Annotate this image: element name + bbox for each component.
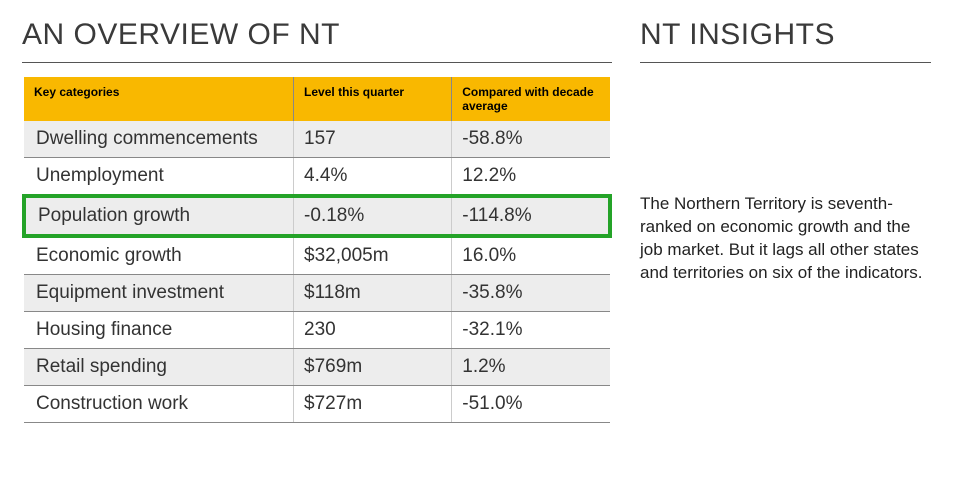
cell-level: $727m — [294, 386, 452, 423]
cell-compared: -58.8% — [452, 121, 610, 158]
table-header-row: Key categories Level this quarter Compar… — [24, 77, 610, 121]
cell-level: $118m — [294, 275, 452, 312]
cell-category: Construction work — [24, 386, 294, 423]
table-row: Dwelling commencements157-58.8% — [24, 121, 610, 158]
cell-category: Population growth — [24, 196, 294, 236]
overview-table: Key categories Level this quarter Compar… — [22, 77, 612, 423]
cell-level: 4.4% — [294, 158, 452, 197]
cell-category: Unemployment — [24, 158, 294, 197]
overview-title: AN OVERVIEW OF NT — [22, 18, 612, 52]
cell-level: 157 — [294, 121, 452, 158]
overview-panel: AN OVERVIEW OF NT Key categories Level t… — [22, 18, 612, 423]
cell-category: Equipment investment — [24, 275, 294, 312]
table-row: Population growth-0.18%-114.8% — [24, 196, 610, 236]
cell-category: Housing finance — [24, 312, 294, 349]
table-row: Housing finance230-32.1% — [24, 312, 610, 349]
cell-compared: -114.8% — [452, 196, 610, 236]
cell-compared: -32.1% — [452, 312, 610, 349]
cell-category: Economic growth — [24, 236, 294, 275]
cell-compared: 1.2% — [452, 349, 610, 386]
insights-body: The Northern Territory is seventh-ranked… — [640, 193, 931, 285]
cell-level: -0.18% — [294, 196, 452, 236]
table-row: Economic growth$32,005m16.0% — [24, 236, 610, 275]
insights-title: NT INSIGHTS — [640, 18, 931, 52]
cell-compared: 12.2% — [452, 158, 610, 197]
cell-level: 230 — [294, 312, 452, 349]
insights-panel: NT INSIGHTS The Northern Territory is se… — [640, 18, 931, 423]
col-header-compared: Compared with decade average — [452, 77, 610, 121]
cell-category: Dwelling commencements — [24, 121, 294, 158]
overview-rule — [22, 62, 612, 63]
table-row: Retail spending$769m1.2% — [24, 349, 610, 386]
table-row: Equipment investment$118m-35.8% — [24, 275, 610, 312]
col-header-category: Key categories — [24, 77, 294, 121]
table-row: Unemployment4.4%12.2% — [24, 158, 610, 197]
cell-compared: -35.8% — [452, 275, 610, 312]
table-row: Construction work$727m-51.0% — [24, 386, 610, 423]
cell-level: $32,005m — [294, 236, 452, 275]
cell-compared: 16.0% — [452, 236, 610, 275]
cell-level: $769m — [294, 349, 452, 386]
cell-category: Retail spending — [24, 349, 294, 386]
insights-rule — [640, 62, 931, 63]
col-header-level: Level this quarter — [294, 77, 452, 121]
cell-compared: -51.0% — [452, 386, 610, 423]
